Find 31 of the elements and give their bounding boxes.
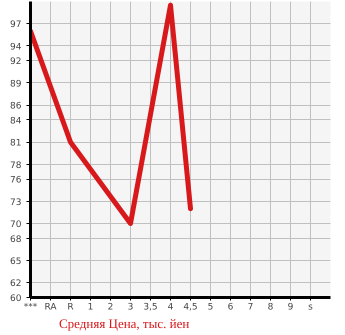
y-tick-label: 86 (10, 102, 22, 112)
y-tick-label: 94 (10, 42, 22, 52)
y-tick-label: 81 (10, 138, 22, 149)
y-tick-label: 62 (10, 279, 22, 290)
y-tick-label: 89 (10, 79, 22, 90)
y-tick-label: 76 (10, 176, 22, 186)
x-tick-label: RA (44, 302, 58, 312)
x-tick-label: 3,5 (143, 302, 158, 312)
y-tick-label: 60 (10, 294, 22, 304)
x-tick-label: *** (24, 302, 38, 312)
y-tick-label: 70 (10, 220, 22, 230)
y-tick-label: 68 (10, 234, 22, 245)
y-tick-label: 73 (10, 198, 22, 208)
y-tick-label: 97 (10, 20, 22, 30)
y-tick-label: 92 (10, 57, 22, 68)
x-tick-label: 8 (268, 302, 274, 312)
x-tick-label: s (308, 302, 314, 312)
x-tick-label: 2 (108, 302, 114, 312)
x-tick-label: 4,5 (183, 302, 198, 312)
x-tick-label: 3 (128, 302, 134, 312)
x-tick-label: 6 (228, 302, 234, 312)
y-tick-label: 84 (10, 116, 22, 126)
y-tick-label: 65 (10, 257, 22, 267)
x-tick-label: 9 (288, 302, 294, 312)
x-tick-label: 5 (208, 302, 214, 312)
text: Средняя Цена, тыс. йен (59, 316, 190, 332)
y-tick-label: 78 (10, 160, 22, 171)
x-tick-label: 7 (248, 302, 254, 312)
x-tick-label: R (67, 302, 74, 312)
x-tick-label: 1 (88, 302, 94, 312)
x-tick-label: 4 (168, 302, 174, 312)
